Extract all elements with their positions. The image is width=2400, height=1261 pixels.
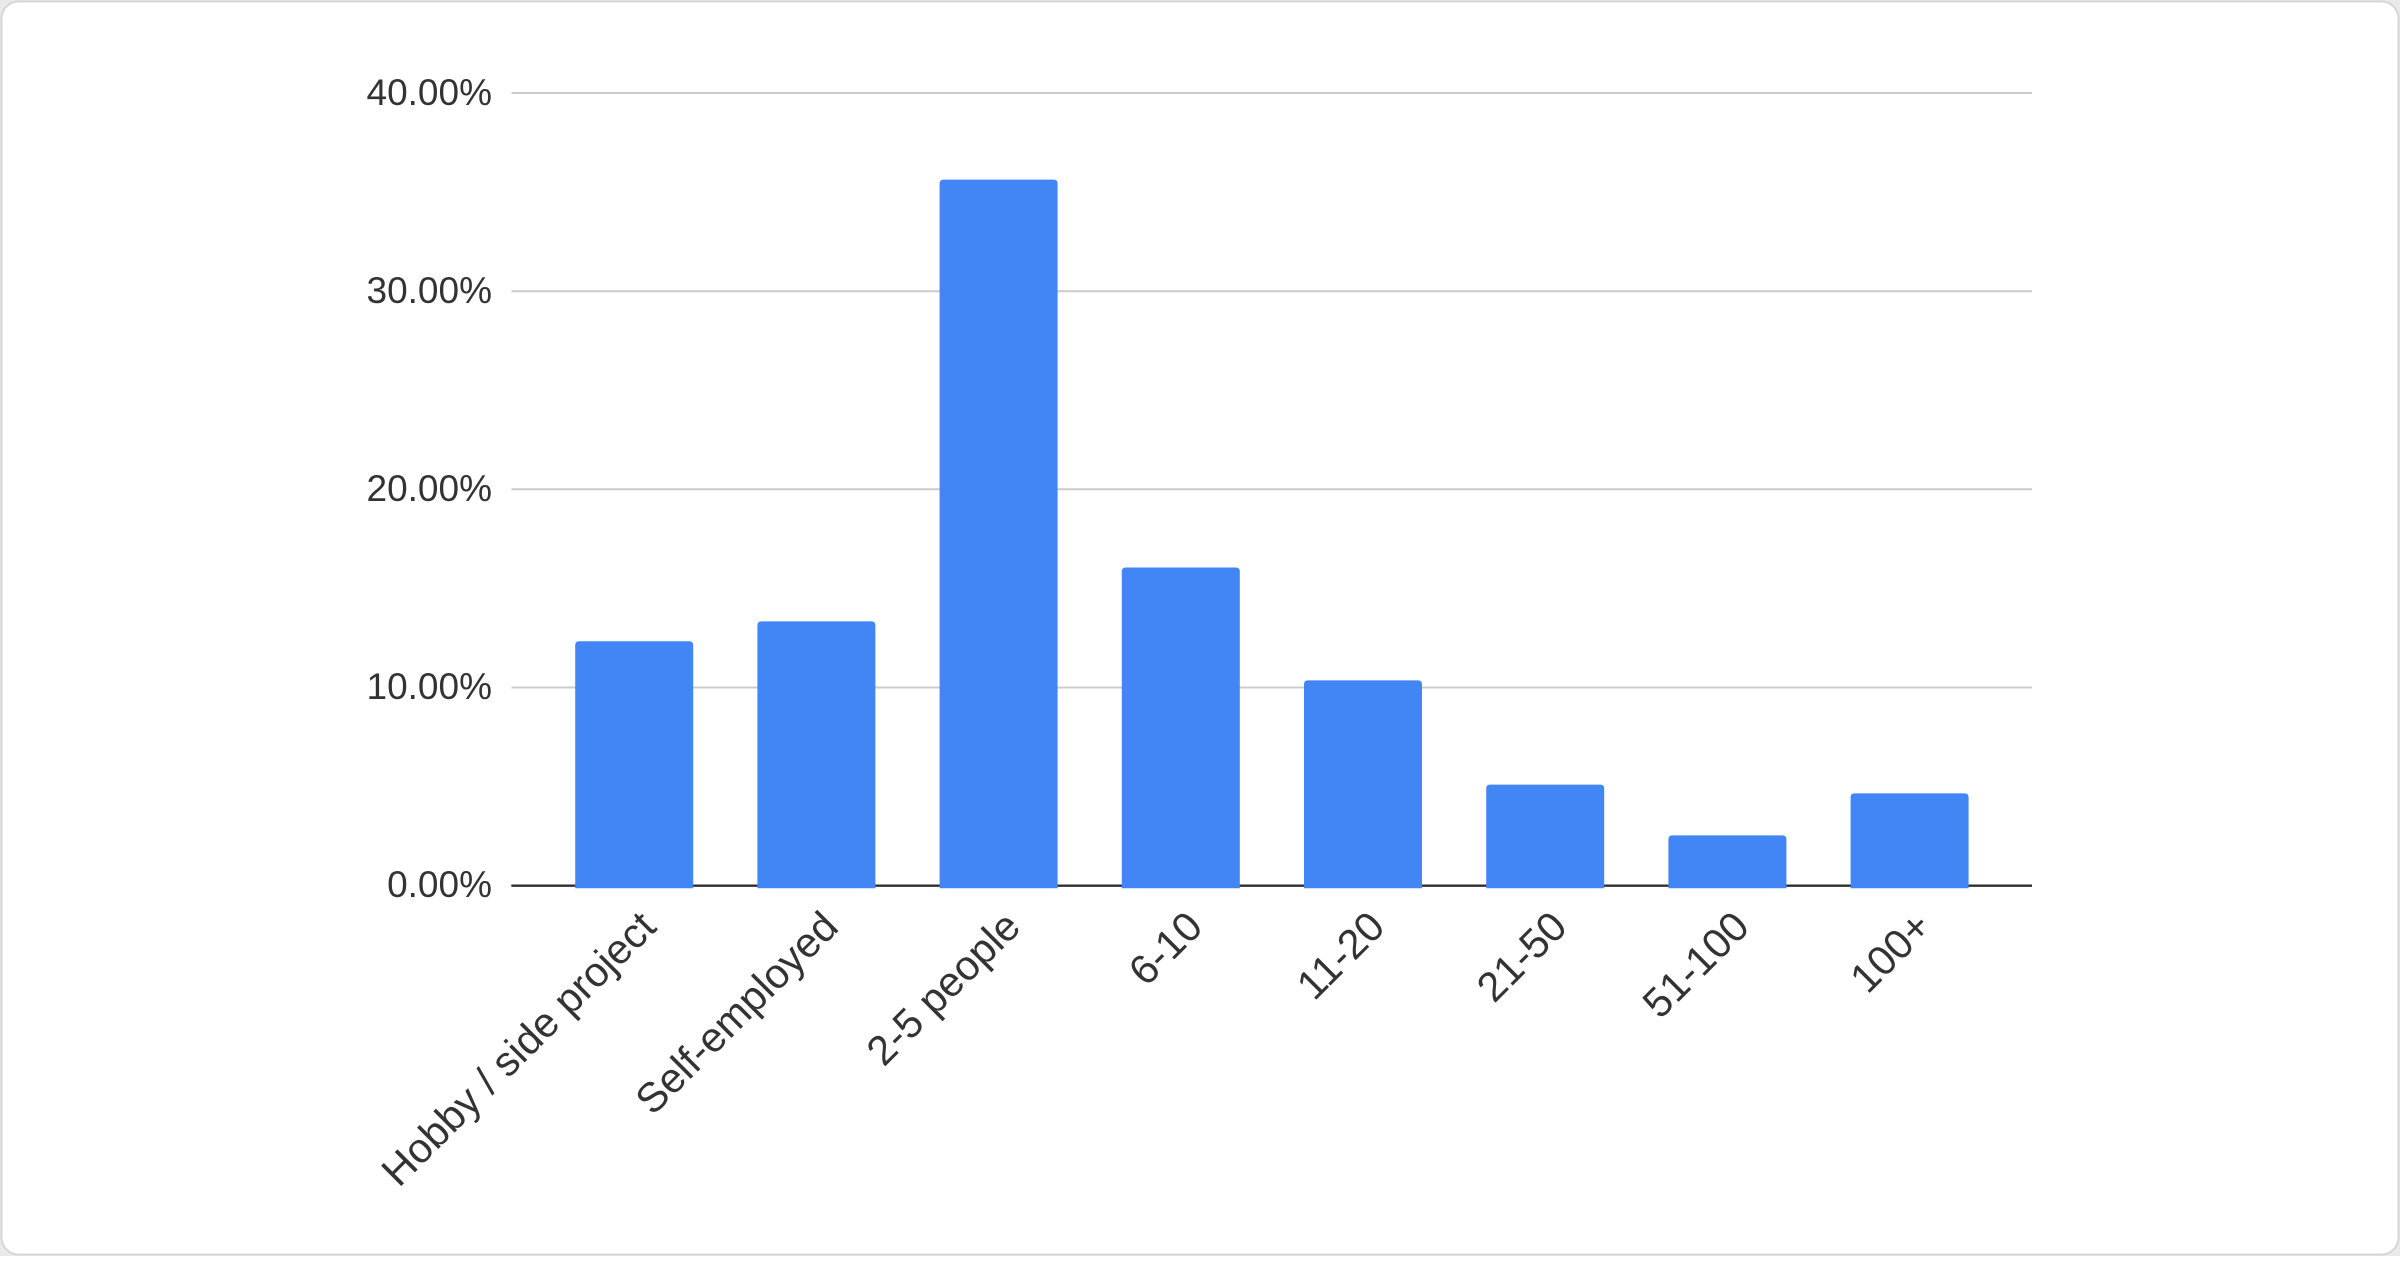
svg-text:40.00%: 40.00% xyxy=(367,72,493,113)
svg-text:0.00%: 0.00% xyxy=(387,864,492,905)
svg-text:10.00%: 10.00% xyxy=(367,666,493,707)
svg-text:30.00%: 30.00% xyxy=(367,270,493,311)
svg-text:20.00%: 20.00% xyxy=(367,468,493,509)
